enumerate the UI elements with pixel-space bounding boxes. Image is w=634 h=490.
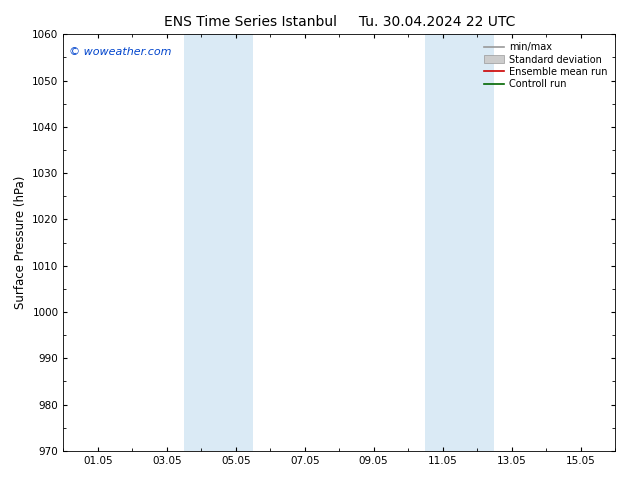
Bar	[184, 34, 253, 451]
Bar	[425, 34, 495, 451]
Title: ENS Time Series Istanbul     Tu. 30.04.2024 22 UTC: ENS Time Series Istanbul Tu. 30.04.2024 …	[164, 15, 515, 29]
Legend: min/max, Standard deviation, Ensemble mean run, Controll run: min/max, Standard deviation, Ensemble me…	[481, 39, 610, 92]
Text: © woweather.com: © woweather.com	[69, 47, 171, 57]
Y-axis label: Surface Pressure (hPa): Surface Pressure (hPa)	[14, 176, 27, 309]
